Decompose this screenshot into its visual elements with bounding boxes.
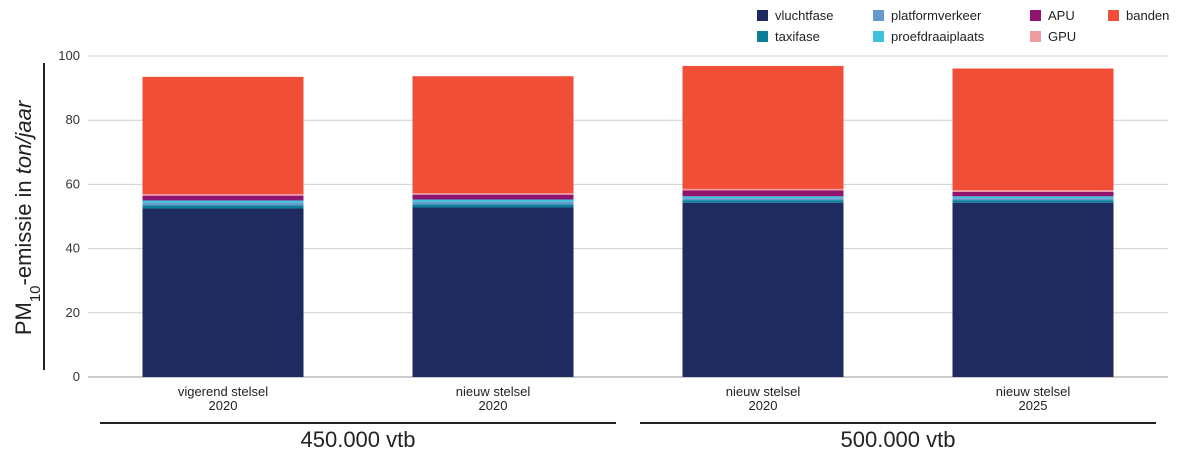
y-tick-label-0: 0 <box>73 369 80 384</box>
bar-segment-apu-3 <box>952 191 1114 197</box>
bar-segment-banden-2 <box>682 65 844 189</box>
bar-segment-platformverkeer-1 <box>412 201 574 205</box>
x-category-label-0-1: 2020 <box>209 398 238 413</box>
legend-swatch-vluchtfase <box>757 10 768 21</box>
category-groups: 450.000 vtb 500.000 vtb <box>100 422 1156 450</box>
y-axis-label-part-0: PM <box>11 302 36 335</box>
y-tick-label-40: 40 <box>66 241 80 256</box>
bar-segment-taxifase-2 <box>682 200 844 203</box>
bar-segment-platformverkeer-3 <box>952 198 1114 201</box>
group-label-1: 500.000 vtb <box>841 427 956 450</box>
y-axis-label-part-3: ton/jaar <box>11 99 36 174</box>
group-label-0: 450.000 vtb <box>301 427 416 450</box>
bar-segment-apu-1 <box>412 194 574 200</box>
y-tick-label-100: 100 <box>58 48 80 63</box>
legend-label-taxifase: taxifase <box>775 29 820 44</box>
bar-segment-proefdraaiplaats-0 <box>142 200 304 203</box>
x-category-label-3-1: 2025 <box>1019 398 1048 413</box>
bar-segment-proefdraaiplaats-3 <box>952 196 1114 199</box>
bar-segment-gpu-3 <box>952 190 1114 192</box>
legend-swatch-gpu <box>1030 31 1041 42</box>
legend-swatch-platformverkeer <box>873 10 884 21</box>
x-category-label-0-0: vigerend stelsel <box>178 384 268 399</box>
legend-label-platformverkeer: platformverkeer <box>891 8 982 23</box>
legend-label-proefdraaiplaats: proefdraaiplaats <box>891 29 985 44</box>
bar-segment-taxifase-1 <box>412 204 574 208</box>
bar-segment-apu-0 <box>142 195 304 201</box>
y-axis-label-part-2: -emissie in <box>11 174 36 285</box>
legend: vluchtfase taxifase platformverkeer proefdr… <box>757 8 1169 44</box>
legend-swatch-taxifase <box>757 31 768 42</box>
bar-segment-banden-3 <box>952 68 1114 191</box>
bar-segment-platformverkeer-2 <box>682 198 844 201</box>
x-category-label-1-0: nieuw stelsel <box>456 384 531 399</box>
bar-segment-gpu-2 <box>682 188 844 191</box>
bar-segment-proefdraaiplaats-1 <box>412 199 574 202</box>
y-tick-label-20: 20 <box>66 305 80 320</box>
bar-segment-apu-2 <box>682 190 844 197</box>
bar-segment-vluchtfase-0 <box>142 208 304 377</box>
bar-segment-taxifase-3 <box>952 200 1114 203</box>
x-category-label-2-1: 2020 <box>749 398 778 413</box>
legend-label-gpu: GPU <box>1048 29 1076 44</box>
legend-label-vluchtfase: vluchtfase <box>775 8 834 23</box>
x-category-label-2-0: nieuw stelsel <box>726 384 801 399</box>
legend-label-apu: APU <box>1048 8 1075 23</box>
bar-segment-taxifase-0 <box>142 205 304 209</box>
legend-swatch-proefdraaiplaats <box>873 31 884 42</box>
legend-swatch-apu <box>1030 10 1041 21</box>
bar-segment-platformverkeer-0 <box>142 202 304 206</box>
bar-segment-gpu-0 <box>142 194 304 196</box>
y-tick-label-60: 60 <box>66 176 80 191</box>
bar-segment-vluchtfase-1 <box>412 207 574 377</box>
bar-segment-banden-1 <box>412 76 574 194</box>
y-axis-label: PM10-emissie in ton/jaar <box>11 99 44 335</box>
bar-segment-banden-0 <box>142 76 304 195</box>
bar-segment-vluchtfase-2 <box>682 202 844 377</box>
y-axis-label-group: PM10-emissie in ton/jaar <box>11 63 45 370</box>
bar-segment-vluchtfase-3 <box>952 202 1114 377</box>
bar-segment-proefdraaiplaats-2 <box>682 196 844 199</box>
bars-layer <box>142 65 1114 377</box>
x-category-label-1-1: 2020 <box>479 398 508 413</box>
y-axis-label-part-1: 10 <box>27 285 44 302</box>
y-tick-label-80: 80 <box>66 112 80 127</box>
x-category-label-3-0: nieuw stelsel <box>996 384 1071 399</box>
bar-segment-gpu-1 <box>412 193 574 195</box>
legend-label-banden: banden <box>1126 8 1169 23</box>
legend-swatch-banden <box>1108 10 1119 21</box>
